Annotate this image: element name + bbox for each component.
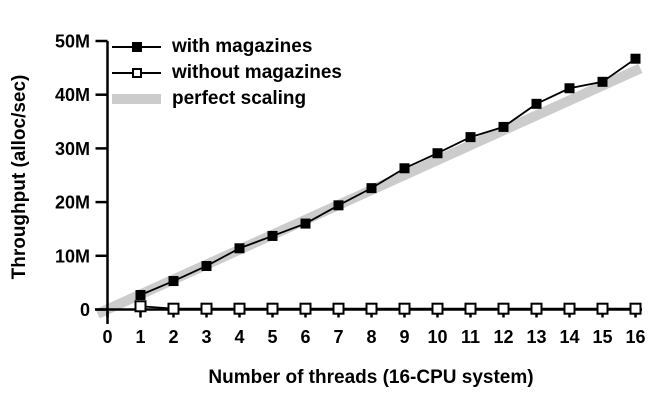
x-tick-label: 4 [234, 327, 244, 347]
x-tick-label: 9 [399, 327, 409, 347]
x-tick-label: 0 [102, 327, 112, 347]
x-tick-label: 5 [267, 327, 277, 347]
open-square-marker [431, 302, 444, 315]
y-axis-ticks: 0 10M 20M 30M 40M 50M [55, 32, 108, 320]
x-axis-ticks: 0 1 2 3 4 5 6 7 8 9 10 11 12 13 14 15 16 [102, 309, 646, 347]
filled-square-marker [333, 200, 344, 211]
legend-label: perfect scaling [172, 88, 307, 109]
open-square-marker [200, 302, 213, 315]
open-square-marker [167, 302, 180, 315]
filled-square-marker [201, 261, 212, 272]
filled-square-marker [366, 183, 377, 194]
legend-label: without magazines [172, 62, 342, 83]
filled-square-marker [498, 121, 509, 132]
filled-square-marker [630, 53, 641, 64]
y-tick-label: 10M [55, 246, 90, 266]
x-tick-label: 1 [135, 327, 145, 347]
open-square-marker [299, 302, 312, 315]
perfect-scaling-swatch [112, 92, 161, 106]
y-tick-label: 20M [55, 193, 90, 213]
series-line [140, 305, 636, 310]
legend: with magazines without magazines perfect… [112, 34, 342, 112]
with-magazines-swatch [112, 40, 161, 54]
y-axis-title: Throughput (alloc/sec) [9, 74, 30, 280]
filled-square-marker [531, 98, 542, 109]
gray-band-swatch [112, 94, 161, 104]
filled-square-marker [432, 148, 443, 159]
filled-square-marker [399, 163, 410, 174]
y-tick-label: 30M [55, 139, 90, 159]
filled-square-marker [597, 76, 608, 87]
x-tick-label: 8 [366, 327, 376, 347]
filled-square-marker [564, 83, 575, 94]
x-tick-label: 15 [592, 327, 612, 347]
y-tick-label: 40M [55, 85, 90, 105]
series-with-magazines [135, 53, 641, 301]
open-square-marker [596, 302, 609, 315]
open-square-marker [629, 302, 642, 315]
filled-square-marker [168, 276, 179, 287]
x-tick-label: 12 [493, 327, 513, 347]
filled-square-marker [234, 243, 245, 254]
open-square-marker [497, 302, 510, 315]
x-tick-label: 14 [559, 327, 579, 347]
open-square-marker [398, 302, 411, 315]
series-without-magazines [134, 300, 642, 315]
open-square-marker [266, 302, 279, 315]
without-magazines-swatch [112, 66, 161, 80]
filled-square-marker-icon [131, 42, 142, 52]
legend-item-with-magazines: with magazines [112, 34, 342, 60]
filled-square-marker [135, 290, 146, 301]
filled-square-marker [465, 132, 476, 143]
y-tick-label: 0 [80, 300, 90, 320]
open-square-marker-icon [131, 68, 142, 78]
open-square-marker [332, 302, 345, 315]
open-square-marker [233, 302, 246, 315]
open-square-marker [464, 302, 477, 315]
legend-item-perfect-scaling: perfect scaling [112, 86, 342, 112]
series-line [140, 57, 637, 296]
legend-item-without-magazines: without magazines [112, 60, 342, 86]
x-tick-label: 3 [201, 327, 211, 347]
open-square-marker [563, 302, 576, 315]
x-tick-label: 2 [168, 327, 178, 347]
legend-label: with magazines [172, 36, 313, 57]
x-axis-title: Number of threads (16-CPU system) [208, 367, 534, 388]
open-square-marker [530, 302, 543, 315]
x-tick-label: 11 [461, 327, 480, 347]
open-square-marker [134, 300, 147, 313]
open-square-marker [365, 302, 378, 315]
x-tick-label: 13 [526, 327, 546, 347]
x-tick-label: 10 [427, 327, 447, 347]
x-tick-label: 6 [300, 327, 310, 347]
filled-square-marker [300, 218, 311, 229]
y-tick-label: 50M [55, 32, 90, 52]
x-tick-label: 7 [333, 327, 343, 347]
filled-square-marker [267, 230, 278, 241]
x-tick-label: 16 [625, 327, 645, 347]
